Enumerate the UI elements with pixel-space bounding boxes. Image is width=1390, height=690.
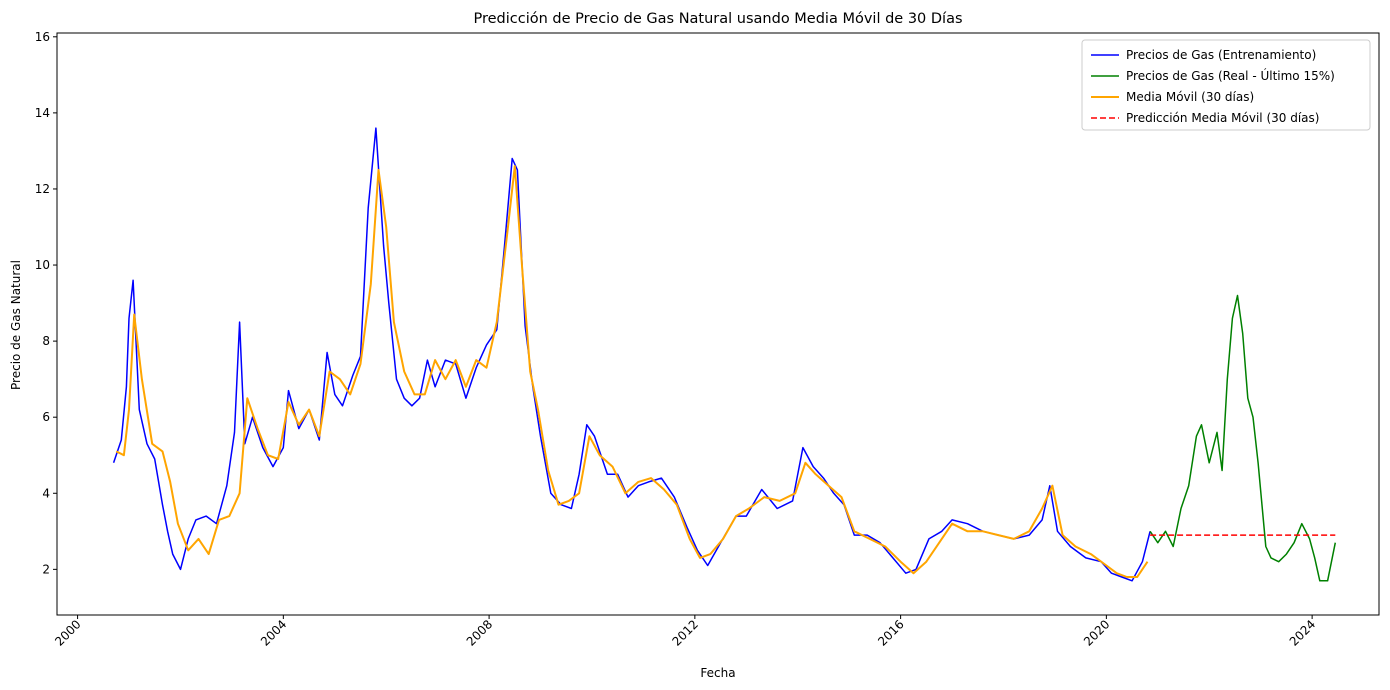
legend: Precios de Gas (Entrenamiento) Precios de… xyxy=(1081,39,1371,131)
plot-frame xyxy=(56,32,1380,616)
y-tick-label: 16 xyxy=(35,30,50,44)
series-line-2 xyxy=(1149,294,1337,582)
legend-label: Predicción Media Móvil (30 días) xyxy=(1126,111,1319,125)
y-tick-label: 14 xyxy=(35,106,50,120)
y-axis: 2 4 6 8 10 12 14 16 xyxy=(35,30,57,576)
legend-label: Media Móvil (30 días) xyxy=(1126,90,1254,104)
y-tick-label: 8 xyxy=(42,334,50,348)
y-axis-label: Precio de Gas Natural xyxy=(9,260,23,390)
y-tick-label: 10 xyxy=(35,258,50,272)
chart-title: Predicción de Precio de Gas Natural usan… xyxy=(473,11,962,27)
series-line-3 xyxy=(115,165,1149,578)
y-tick-label: 6 xyxy=(42,410,50,424)
y-tick-label: 12 xyxy=(35,182,50,196)
plot-area xyxy=(112,127,1337,582)
legend-box xyxy=(1081,39,1371,131)
legend-label: Precios de Gas (Entrenamiento) xyxy=(1126,48,1316,62)
y-tick-label: 2 xyxy=(42,562,50,576)
x-axis-label: Fecha xyxy=(700,666,735,680)
legend-label: Precios de Gas (Real - Último 15%) xyxy=(1126,68,1335,83)
y-tick-label: 4 xyxy=(42,486,50,500)
